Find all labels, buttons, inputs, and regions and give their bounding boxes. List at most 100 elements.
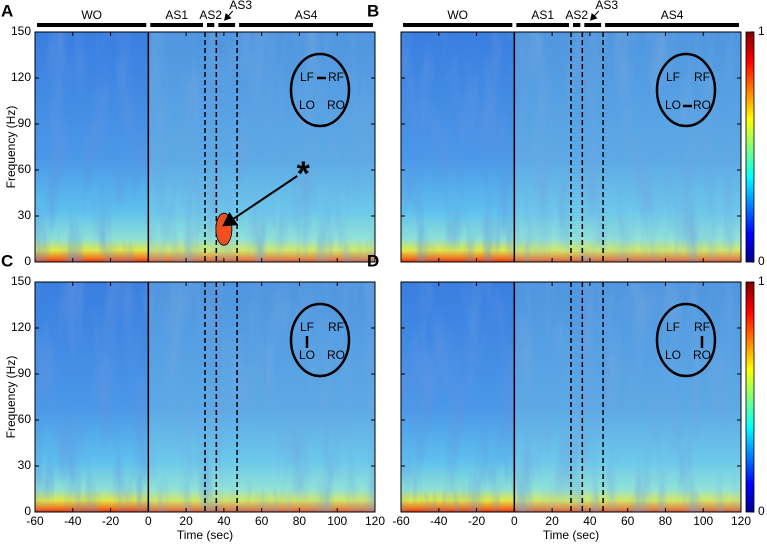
- phase-label: AS2: [199, 8, 222, 22]
- panel-label: A: [1, 1, 13, 20]
- colorbar: [745, 281, 755, 513]
- phase-bar: [150, 23, 203, 27]
- electrode-map: [655, 302, 717, 378]
- colorbar-tick-label: 1: [758, 274, 765, 288]
- callout-arrow: [224, 10, 234, 21]
- panel-label: B: [367, 1, 379, 20]
- plot-frame: [400, 281, 742, 513]
- electrode-label: RF: [328, 70, 344, 84]
- x-tick-label: -60: [392, 514, 410, 528]
- plot-frame: [34, 281, 376, 513]
- x-tick-label: 80: [293, 514, 307, 528]
- y-tick-label: 150: [11, 24, 31, 38]
- phase-bar: [403, 23, 513, 27]
- x-tick-label: 60: [255, 514, 269, 528]
- y-tick-label: 30: [18, 458, 32, 472]
- y-tick-label: 120: [11, 320, 31, 334]
- electrode-label: LF: [666, 320, 680, 334]
- y-axis-label: Frequency (Hz): [4, 106, 18, 189]
- y-tick-label: 150: [11, 274, 31, 288]
- phase-label: AS3: [229, 0, 252, 12]
- phase-bar: [605, 23, 739, 27]
- x-tick-label: 0: [511, 514, 518, 528]
- x-tick-label: 80: [659, 514, 673, 528]
- x-tick-label: 120: [365, 514, 385, 528]
- x-tick-label: -40: [430, 514, 448, 528]
- x-tick-label: -20: [468, 514, 486, 528]
- phase-label: AS2: [565, 8, 588, 22]
- spectrogram-highlight: [148, 282, 375, 512]
- panel-label: C: [1, 251, 13, 270]
- electrode-label: LO: [299, 98, 315, 112]
- y-tick-label: 90: [18, 116, 32, 130]
- electrode-label: LO: [665, 98, 681, 112]
- phase-label: AS4: [661, 8, 684, 22]
- phase-label: AS1: [531, 8, 554, 22]
- x-tick-label: -40: [64, 514, 82, 528]
- x-tick-label: 0: [145, 514, 152, 528]
- spectrogram-highlight: [148, 32, 375, 262]
- x-tick-label: 100: [327, 514, 347, 528]
- electrode-label: RO: [693, 98, 711, 112]
- y-tick-label: 60: [18, 162, 32, 176]
- plot-frame: [400, 31, 742, 263]
- y-tick-label: 30: [18, 208, 32, 222]
- x-tick-label: -20: [102, 514, 120, 528]
- panel-label: D: [367, 251, 379, 270]
- x-tick-label: 20: [179, 514, 193, 528]
- spectrogram-highlight: [514, 282, 741, 512]
- panel: B WO AS1 AS2 AS3 AS4 LF RF LO RO 0 1: [367, 0, 765, 268]
- electrode-label: RO: [327, 348, 345, 362]
- phase-bar: [239, 23, 373, 27]
- phase-bar: [573, 23, 581, 27]
- electrode-label: LO: [299, 348, 315, 362]
- annotation-text: *: [297, 155, 311, 193]
- electrode-label: LF: [666, 70, 680, 84]
- y-tick-label: 120: [11, 70, 31, 84]
- electrode-map: [655, 52, 717, 128]
- y-tick-label: 60: [18, 412, 32, 426]
- phase-bar: [207, 23, 215, 27]
- phase-label: AS1: [165, 8, 188, 22]
- electrode-label: RO: [693, 348, 711, 362]
- electrode-label: RF: [694, 320, 710, 334]
- y-tick-label: 90: [18, 366, 32, 380]
- phase-bar: [584, 23, 602, 27]
- phase-bar: [37, 23, 147, 27]
- x-tick-label: 40: [217, 514, 231, 528]
- electrode-label: RO: [327, 98, 345, 112]
- activation-blob: [215, 212, 233, 246]
- electrode-label: LF: [300, 70, 314, 84]
- spectrogram-highlight: [514, 32, 741, 262]
- x-axis-label: Time (sec): [543, 528, 599, 542]
- panel: * 0 30 60 90 120 150 Frequency (Hz) A WO AS1 AS2 AS3…: [1, 0, 376, 268]
- x-tick-label: -60: [26, 514, 44, 528]
- phase-label: WO: [447, 8, 468, 22]
- electrode-label: RF: [328, 320, 344, 334]
- colorbar-tick-label: 0: [758, 254, 765, 268]
- x-tick-label: 120: [731, 514, 751, 528]
- electrode-map: [289, 52, 351, 128]
- y-tick-label: 0: [24, 254, 31, 268]
- electrode-map: [289, 302, 351, 378]
- phase-bar: [516, 23, 569, 27]
- electrode-label: LO: [665, 348, 681, 362]
- x-axis-label: Time (sec): [177, 528, 233, 542]
- colorbar: [745, 31, 755, 263]
- panel: 0 30 60 90 120 150 -60 -40 -20 0 20 40 60 80 100 120 Fre…: [1, 251, 385, 542]
- x-tick-label: 100: [693, 514, 713, 528]
- colorbar-tick-label: 0: [758, 504, 765, 518]
- plot-frame: [34, 31, 376, 263]
- phase-label: WO: [81, 8, 102, 22]
- electrode-label: LF: [300, 320, 314, 334]
- phase-label: AS3: [595, 0, 618, 12]
- phase-label: AS4: [295, 8, 318, 22]
- x-tick-label: 20: [545, 514, 559, 528]
- x-tick-label: 40: [583, 514, 597, 528]
- annotation-arrow: [222, 175, 298, 227]
- callout-arrow: [590, 10, 600, 21]
- y-tick-label: 0: [24, 504, 31, 518]
- electrode-label: RF: [694, 70, 710, 84]
